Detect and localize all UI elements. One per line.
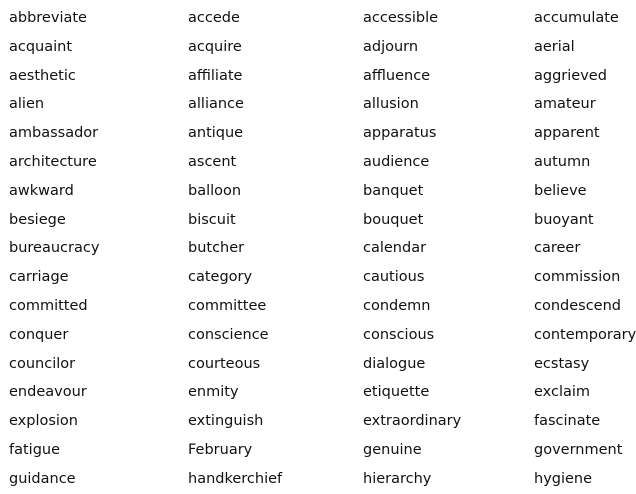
word: architecture [9, 154, 97, 170]
word: hygiene [534, 470, 593, 487]
word: aggrieved [534, 67, 607, 84]
word: extinguish [188, 413, 264, 430]
word: government [534, 442, 623, 458]
word: apparent [534, 125, 600, 142]
word: explosion [9, 413, 78, 430]
word: conquer [9, 326, 69, 343]
word: acquaint [9, 38, 73, 55]
word: courteous [188, 355, 261, 372]
word: cautious [363, 269, 425, 286]
word: banquet [363, 182, 424, 199]
word: bureaucracy [9, 240, 100, 257]
word: awkward [9, 182, 74, 199]
word: balloon [188, 182, 242, 199]
word: February [188, 442, 253, 458]
word: conscious [363, 326, 435, 343]
word: aerial [534, 38, 575, 55]
word: extraordinary [363, 413, 462, 430]
word: ecstasy [534, 355, 590, 372]
word: condescend [534, 298, 621, 314]
word: affluence [363, 67, 431, 84]
word: category [188, 269, 253, 286]
word: biscuit [188, 211, 236, 228]
word: allusion [363, 96, 419, 113]
word: conscience [188, 326, 269, 343]
word: calendar [363, 240, 427, 257]
word: audience [363, 154, 430, 170]
word: buoyant [534, 211, 594, 228]
word: committed [9, 298, 88, 314]
word: ambassador [9, 125, 99, 142]
word: fascinate [534, 413, 601, 430]
word: bouquet [363, 211, 424, 228]
word: commission [534, 269, 621, 286]
word: alliance [188, 96, 244, 113]
word: contemporary [534, 326, 636, 343]
word: affiliate [188, 67, 243, 84]
word: carriage [9, 269, 69, 286]
word: apparatus [363, 125, 437, 142]
word: besiege [9, 211, 66, 228]
word: butcher [188, 240, 245, 257]
word: autumn [534, 154, 591, 170]
word: career [534, 240, 581, 257]
word: exclaim [534, 384, 591, 401]
word: believe [534, 182, 587, 199]
word: abbreviate [9, 10, 87, 26]
word: enmity [188, 384, 239, 401]
word: aesthetic [9, 67, 76, 84]
word: ascent [188, 154, 237, 170]
word: handkerchief [188, 470, 283, 487]
word: councilor [9, 355, 76, 372]
word: endeavour [9, 384, 87, 401]
word: accumulate [534, 10, 619, 26]
word: fatigue [9, 442, 61, 458]
word: adjourn [363, 38, 419, 55]
word: dialogue [363, 355, 426, 372]
word: committee [188, 298, 267, 314]
word: antique [188, 125, 244, 142]
word: alien [9, 96, 45, 113]
word: etiquette [363, 384, 430, 401]
word: amateur [534, 96, 596, 113]
word: guidance [9, 470, 76, 487]
word: accessible [363, 10, 439, 26]
word: accede [188, 10, 240, 26]
word: condemn [363, 298, 431, 314]
word: hierarchy [363, 470, 432, 487]
word: genuine [363, 442, 422, 458]
word: acquire [188, 38, 242, 55]
